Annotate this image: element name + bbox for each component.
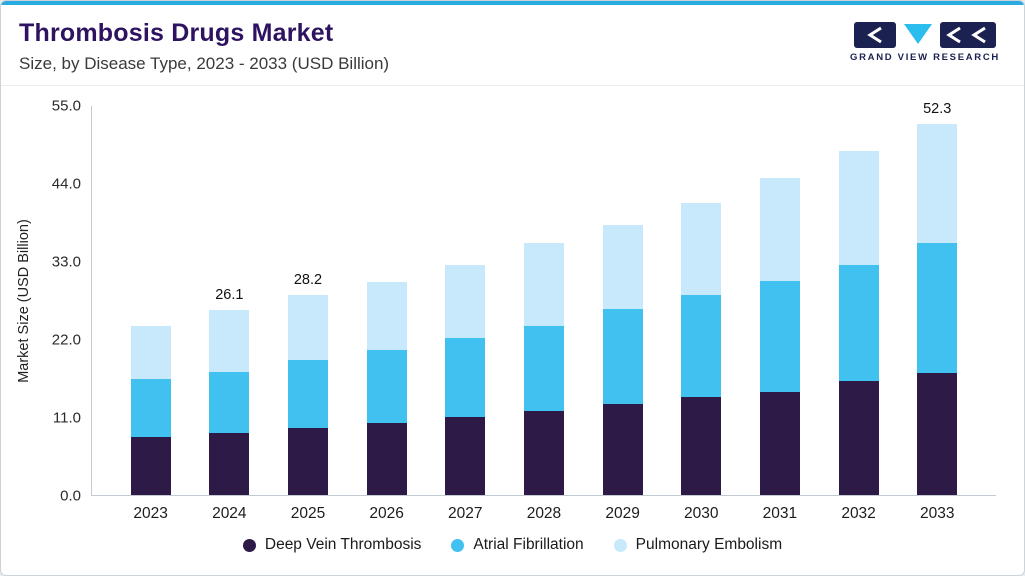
y-tick-label: 55.0 [51,97,81,115]
bar-segment-deep-vein-thrombosis [759,391,800,495]
legend-item-pulmonary-embolism: Pulmonary Embolism [613,536,783,554]
bar-segment-pulmonary-embolism [209,309,250,372]
bar-segment-deep-vein-thrombosis [917,373,958,495]
bar-segment-deep-vein-thrombosis [838,380,879,495]
bar-value-label: 28.2 [293,272,323,289]
bar-segment-atrial-fibrillation [917,242,958,373]
y-axis-ticks: 0.0 11.0 22.0 33.0 44.0 55.0 [37,98,91,505]
x-axis-label: 2023 [133,505,168,522]
bar-value-label: 26.1 [215,286,244,303]
bar-2028: 2028 [523,106,564,522]
legend-item-atrial-fibrillation: Atrial Fibrillation [451,536,584,554]
bar-segment-pulmonary-embolism [366,281,407,350]
x-axis-label: 2027 [448,505,483,522]
stacked-bar-chart: Market Size (USD Billion) 0.0 11.0 22.0 33.… [1,86,1024,524]
bar-segment-deep-vein-thrombosis [523,411,564,495]
legend-label: Deep Vein Thrombosis [264,536,422,553]
bar-2027: 2027 [445,106,486,522]
bar-segment-pulmonary-embolism [602,224,643,310]
bar-segment-pulmonary-embolism [917,124,958,243]
x-axis-label: 2033 [919,505,955,522]
x-axis-label: 2026 [369,505,404,522]
bar-segment-deep-vein-thrombosis [366,422,407,495]
legend-label: Pulmonary Embolism [635,536,783,553]
bar-value-label: 52.3 [923,101,952,118]
bar-segment-pulmonary-embolism [130,325,171,379]
legend-dot-icon [242,538,256,552]
bars-container: 2023 26.1 2024 28.2 2025 2026 2027 2028 2029 2030… [92,101,996,522]
bar-2031: 2031 [759,106,800,522]
x-axis-label: 2031 [762,505,798,522]
y-axis-title-text: Market Size (USD Billion) [16,219,32,383]
x-axis-label: 2025 [290,505,326,522]
legend-item-deep-vein-thrombosis: Deep Vein Thrombosis [242,536,422,554]
header-text: Thrombosis Drugs Market Size, by Disease… [19,19,389,74]
y-tick-label: 22.0 [51,331,81,349]
x-axis-label: 2024 [212,505,247,522]
x-axis-label: 2030 [684,505,719,522]
bar-segment-atrial-fibrillation [681,295,722,398]
bar-segment-deep-vein-thrombosis [445,417,486,495]
y-tick-label: 0.0 [60,487,81,505]
chart-legend: Deep Vein Thrombosis Atrial Fibrillation P… [1,524,1024,554]
bar-segment-pulmonary-embolism [681,202,722,296]
bar-2023: 2023 [130,106,171,522]
page-subtitle: Size, by Disease Type, 2023 - 2033 (USD … [19,54,390,73]
x-axis-label: 2028 [526,505,562,522]
y-axis-title: Market Size (USD Billion) [11,106,37,496]
bar-segment-pulmonary-embolism [523,243,564,326]
plot-area: 2023 26.1 2024 28.2 2025 2026 2027 2028 2029 2030… [91,101,996,522]
bar-segment-deep-vein-thrombosis [287,428,328,495]
x-axis-label: 2032 [841,505,876,522]
bar-2029: 2029 [602,106,643,522]
bar-segment-deep-vein-thrombosis [681,397,722,495]
bar-segment-pulmonary-embolism [838,151,879,265]
bar-segment-deep-vein-thrombosis [130,436,171,495]
bar-segment-atrial-fibrillation [759,280,800,392]
x-axis-label: 2029 [605,505,640,522]
legend-dot-icon [613,538,627,552]
bar-segment-atrial-fibrillation [523,325,564,412]
chart-header: Thrombosis Drugs Market Size, by Disease… [1,5,1024,86]
bar-2024: 26.1 2024 [209,106,250,522]
bar-segment-pulmonary-embolism [445,264,486,339]
bar-segment-pulmonary-embolism [287,295,328,361]
bar-2025: 28.2 2025 [287,106,328,522]
gvr-logo-text: GRAND VIEW RESEARCH [849,52,1000,63]
bar-segment-deep-vein-thrombosis [209,433,250,495]
bar-segment-atrial-fibrillation [602,309,643,405]
bar-2030: 2030 [681,106,722,522]
bar-segment-deep-vein-thrombosis [602,404,643,495]
top-accent-line [1,1,1024,5]
bar-2032: 2032 [838,106,879,522]
bar-segment-pulmonary-embolism [759,178,800,281]
bar-2033: 52.3 2033 [917,101,958,522]
legend-dot-icon [451,538,465,552]
bar-segment-atrial-fibrillation [209,371,250,434]
y-tick-label: 44.0 [51,175,81,193]
bar-segment-atrial-fibrillation [287,360,328,429]
bar-segment-atrial-fibrillation [130,378,171,437]
y-tick-label: 11.0 [52,409,81,427]
gvr-logo: GRAND VIEW RESEARCH [850,22,1000,63]
y-tick-label: 33.0 [51,253,81,271]
legend-label: Atrial Fibrillation [473,536,584,553]
bar-segment-atrial-fibrillation [366,349,407,423]
bar-segment-atrial-fibrillation [445,338,486,417]
bar-2026: 2026 [366,106,407,522]
gvr-logo-icon [853,22,996,48]
page-title: Thrombosis Drugs Market [19,19,334,47]
bar-segment-atrial-fibrillation [838,264,879,381]
